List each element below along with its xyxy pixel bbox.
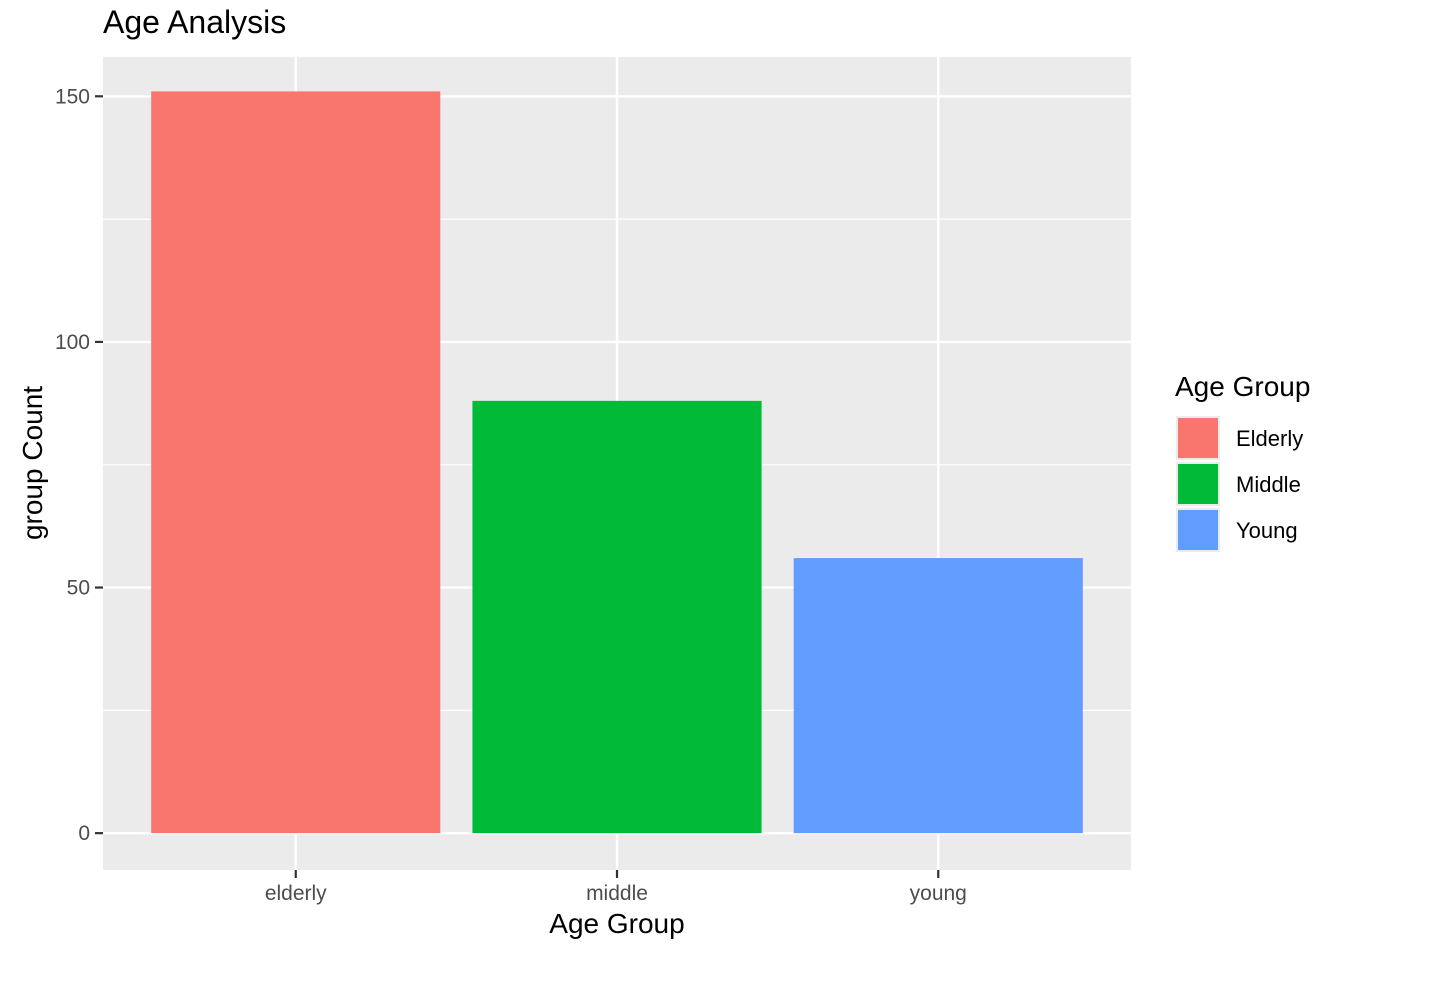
legend-label: Young <box>1236 518 1298 543</box>
x-tick-label: middle <box>586 882 648 905</box>
legend-label: Elderly <box>1236 426 1303 451</box>
legend: Age Group Elderly Middle Young <box>1175 371 1310 552</box>
chart-title: Age Analysis <box>103 4 286 40</box>
legend-title: Age Group <box>1175 371 1310 402</box>
bar-middle <box>472 400 762 834</box>
legend-swatch-elderly <box>1178 418 1218 458</box>
legend-swatch-young <box>1178 510 1218 550</box>
x-tick-label: elderly <box>265 882 327 905</box>
legend-label: Middle <box>1236 472 1301 497</box>
y-tick-label: 0 <box>78 822 90 845</box>
x-axis: elderly middle young <box>265 870 967 905</box>
y-tick-label: 100 <box>55 331 90 354</box>
y-tick-label: 50 <box>67 577 90 600</box>
y-axis-title: group Count <box>17 386 48 540</box>
bar-young <box>793 558 1083 834</box>
x-tick-label: young <box>910 882 967 905</box>
x-axis-title: Age Group <box>549 908 684 939</box>
bars <box>151 91 1083 834</box>
y-tick-label: 150 <box>55 85 90 108</box>
y-axis: 0 50 100 150 <box>55 85 103 845</box>
legend-swatch-middle <box>1178 464 1218 504</box>
bar-elderly <box>151 91 441 834</box>
